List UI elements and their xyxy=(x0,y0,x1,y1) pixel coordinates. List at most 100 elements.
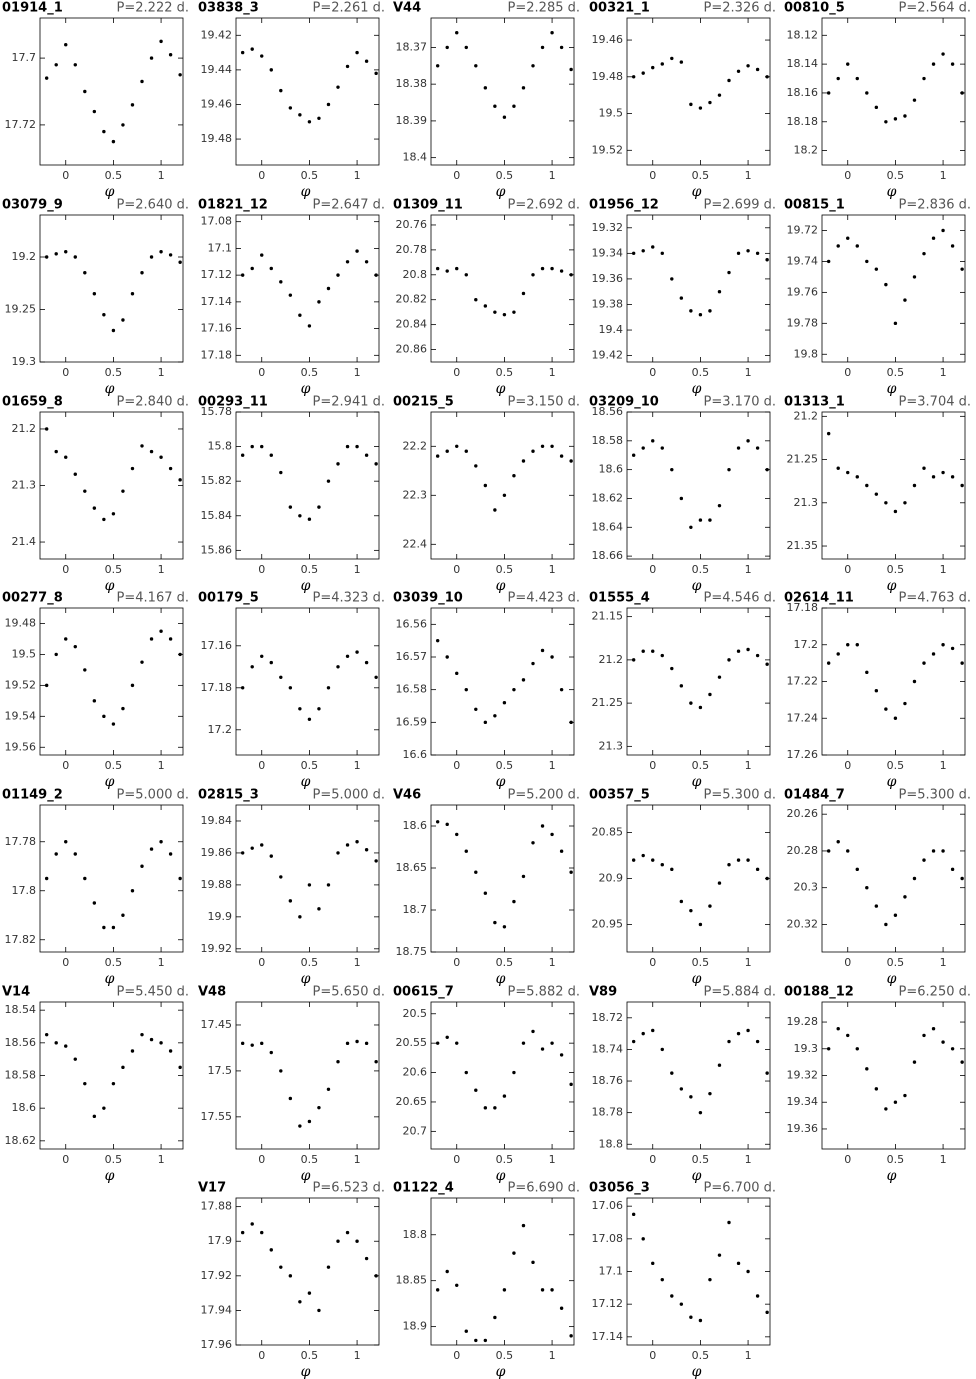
y-tick-label: 19.4 xyxy=(599,323,624,336)
plot-frame xyxy=(821,1001,966,1150)
data-point xyxy=(755,251,760,256)
panel-title: 00357_5 xyxy=(589,788,650,803)
y-tick-label: 19.54 xyxy=(5,709,37,722)
data-point xyxy=(670,277,674,281)
y-tick-label: 18.58 xyxy=(5,1069,37,1082)
data-point xyxy=(884,707,888,711)
data-point xyxy=(903,114,907,118)
data-point xyxy=(950,62,955,66)
data-point xyxy=(445,269,449,273)
data-point xyxy=(679,1302,684,1306)
y-tick-label: 20.86 xyxy=(396,343,428,356)
x-tick-label: 0.5 xyxy=(496,759,514,772)
y-tick-label: 17.08 xyxy=(201,215,233,228)
x-tick-label: 1 xyxy=(158,956,165,969)
data-point xyxy=(765,75,769,79)
data-point xyxy=(884,922,888,927)
data-point xyxy=(435,454,440,458)
y-tick-label: 18.76 xyxy=(592,1074,624,1087)
x-axis-label: φ xyxy=(887,774,897,790)
plot-frame xyxy=(626,1001,771,1150)
y-tick-label: 18.39 xyxy=(396,114,428,127)
data-point xyxy=(846,643,850,647)
plot-frame xyxy=(430,1197,575,1346)
data-point xyxy=(159,39,163,44)
y-tick-label: 18.64 xyxy=(592,520,624,533)
y-tick-label: 18.54 xyxy=(5,1003,37,1016)
data-point xyxy=(679,899,684,904)
data-point xyxy=(288,505,293,509)
data-point xyxy=(455,1283,459,1287)
y-tick-label: 18.74 xyxy=(592,1042,624,1055)
y-tick-label: 19.86 xyxy=(201,846,233,859)
data-point xyxy=(326,479,331,483)
data-point xyxy=(73,1057,77,1061)
y-tick-label: 21.3 xyxy=(599,739,624,752)
y-tick-label: 17.96 xyxy=(201,1338,233,1351)
data-point xyxy=(435,1288,440,1292)
x-tick-label: 0.5 xyxy=(692,563,710,576)
x-tick-label: 1 xyxy=(158,759,165,772)
panel-title: 00215_5 xyxy=(393,395,454,410)
data-point xyxy=(569,1082,573,1087)
data-point xyxy=(641,649,645,653)
data-point xyxy=(336,1060,340,1064)
data-point xyxy=(708,1091,712,1096)
data-point xyxy=(727,658,731,662)
data-point xyxy=(903,1093,907,1098)
y-tick-label: 18.18 xyxy=(787,115,819,128)
data-point xyxy=(435,638,440,643)
panel-title: 03209_10 xyxy=(589,395,659,410)
x-axis-label: φ xyxy=(887,971,897,987)
data-point xyxy=(865,91,869,95)
y-tick-label: 18.56 xyxy=(592,405,624,418)
data-point xyxy=(493,714,497,718)
y-tick-label: 18.6 xyxy=(599,463,624,476)
y-tick-label: 17.8 xyxy=(12,884,37,897)
y-tick-label: 17.22 xyxy=(787,675,819,688)
data-point xyxy=(355,840,359,844)
data-point xyxy=(550,266,554,271)
panel-title: 00188_12 xyxy=(784,985,854,1000)
data-point xyxy=(83,89,87,94)
data-point xyxy=(660,653,664,658)
y-tick-label: 19.34 xyxy=(787,1095,819,1108)
data-point xyxy=(521,874,526,879)
panel-period: P=6.700 d. xyxy=(704,1181,776,1196)
y-tick-label: 17.18 xyxy=(201,348,233,361)
data-point xyxy=(44,1032,49,1037)
data-point xyxy=(121,489,125,493)
data-point xyxy=(464,1329,468,1333)
plot-frame xyxy=(430,214,575,363)
data-point xyxy=(717,881,722,885)
x-tick-label: 0.5 xyxy=(496,169,514,182)
x-tick-label: 0.5 xyxy=(887,169,905,182)
x-tick-label: 1 xyxy=(549,366,556,379)
data-point xyxy=(44,255,49,259)
y-tick-label: 19.48 xyxy=(201,132,233,145)
panel-title: V46 xyxy=(393,788,421,803)
data-point xyxy=(364,260,369,264)
panel-title: 01555_4 xyxy=(589,591,650,606)
data-point xyxy=(660,1047,664,1052)
data-point xyxy=(178,876,182,881)
data-point xyxy=(846,849,850,853)
x-tick-label: 1 xyxy=(158,1153,165,1166)
data-point xyxy=(250,1043,254,1047)
data-point xyxy=(260,843,264,847)
data-point xyxy=(836,466,840,470)
data-point xyxy=(679,296,684,300)
plot-frame xyxy=(821,804,966,953)
data-point xyxy=(345,260,350,264)
x-tick-label: 1 xyxy=(940,563,947,576)
x-axis-label: φ xyxy=(301,1168,311,1184)
y-tick-label: 17.14 xyxy=(201,295,233,308)
x-tick-label: 0.5 xyxy=(105,366,123,379)
y-tick-label: 17.12 xyxy=(201,268,233,281)
data-point xyxy=(550,655,554,659)
data-point xyxy=(269,266,273,271)
x-axis-label: φ xyxy=(105,578,115,594)
x-tick-label: 0.5 xyxy=(105,759,123,772)
data-point xyxy=(512,687,516,692)
y-tick-label: 21.35 xyxy=(787,539,819,552)
